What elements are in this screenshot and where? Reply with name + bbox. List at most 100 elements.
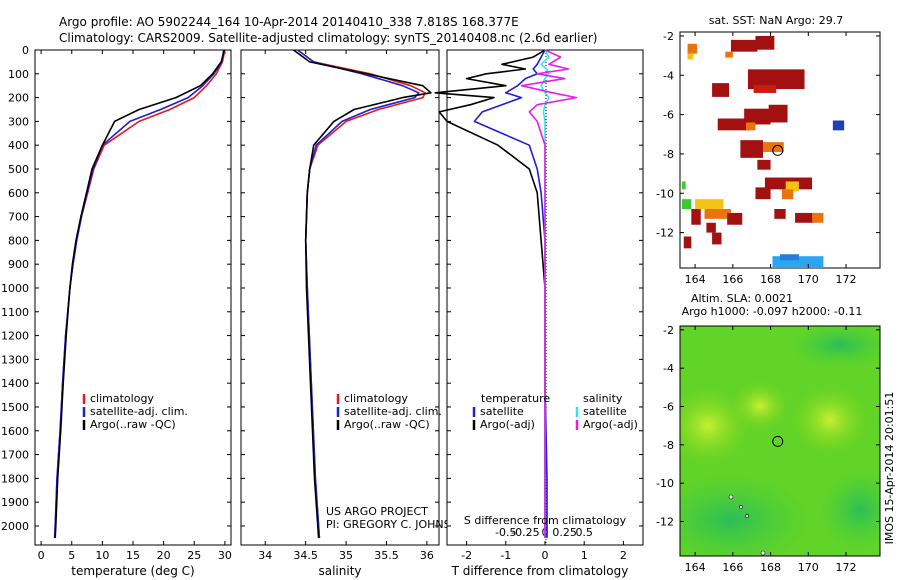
depth-tick-label: 1000 bbox=[1, 282, 29, 295]
legend-label: climatology bbox=[90, 392, 154, 405]
island-marker bbox=[739, 505, 743, 509]
sst-pixel-block bbox=[683, 236, 692, 249]
x-tick-label: -1 bbox=[500, 549, 511, 562]
sst-pixel-block bbox=[781, 189, 794, 200]
lon-tick-label: 170 bbox=[798, 273, 819, 286]
sst-pixel-block bbox=[717, 118, 750, 131]
x-tick-label: 2 bbox=[620, 549, 627, 562]
temperature-series bbox=[53, 49, 226, 538]
s-tick-label: 0.25 bbox=[552, 526, 577, 539]
x-tick-label: 15 bbox=[126, 549, 140, 562]
sst-pixel-block bbox=[704, 209, 731, 219]
sst-pixel-block bbox=[740, 140, 764, 158]
sst-pixel-block bbox=[706, 222, 716, 233]
s-tick-label: -0.5 bbox=[495, 526, 516, 539]
temperature-x-axis: 0 5 10 15 20 25 30 bbox=[38, 50, 232, 562]
temperature-plot-frame bbox=[34, 49, 232, 546]
depth-tick-label: 400 bbox=[8, 139, 29, 152]
depth-tick-label: 1500 bbox=[1, 401, 29, 414]
sst-pixel-block bbox=[712, 83, 730, 97]
sla-map-panel: Altim. SLA: 0.0021 Argo h1000: -0.097 h2… bbox=[656, 292, 881, 574]
lon-tick-label: 172 bbox=[836, 561, 857, 574]
depth-tick-label: 1300 bbox=[1, 353, 29, 366]
difference-legend: temperature salinitysatelliteArgo(-adj)sa… bbox=[472, 392, 638, 431]
sla-islands bbox=[728, 494, 766, 556]
lon-tick-label: 172 bbox=[836, 273, 857, 286]
sst-pixel-block bbox=[695, 199, 724, 209]
sst-pixel-block bbox=[712, 232, 722, 245]
island-marker bbox=[728, 494, 734, 500]
salinity-plot-frame bbox=[240, 49, 440, 546]
lat-tick-label: -4 bbox=[663, 362, 674, 375]
sst-pixel-block bbox=[774, 209, 786, 219]
diff-line-salinity-argo-adj- bbox=[520, 49, 578, 538]
sst-pixel-block bbox=[753, 85, 777, 93]
lon-tick-label: 164 bbox=[685, 561, 706, 574]
depth-tick-label: 1900 bbox=[1, 496, 29, 509]
sst-pixel-block bbox=[812, 212, 824, 223]
x-tick-label: 0 bbox=[542, 549, 549, 562]
t-difference-x-axis: -2 -1 0 1 2 bbox=[461, 541, 627, 562]
sla-low-anomaly-north bbox=[790, 326, 880, 367]
sst-pixel-block bbox=[755, 35, 775, 50]
depth-tick-label: 1100 bbox=[1, 306, 29, 319]
sst-pixel-block bbox=[747, 69, 805, 90]
sla-latitude-axis: -2 -4 -6 -8 -10 -12 bbox=[656, 324, 880, 529]
legend-label: satellite bbox=[480, 405, 524, 418]
depth-tick-label: 1800 bbox=[1, 472, 29, 485]
depth-tick-label: 1400 bbox=[1, 377, 29, 390]
header-line-1: Argo profile: AO 5902244_164 10-Apr-2014… bbox=[59, 15, 519, 29]
lat-tick-label: -12 bbox=[656, 227, 674, 240]
series-line-satellite-adj-clim- bbox=[297, 49, 420, 538]
lat-tick-label: -12 bbox=[656, 516, 674, 529]
x-tick-label: 36 bbox=[420, 549, 434, 562]
argo-height-label: Argo h1000: -0.097 h2000: -0.11 bbox=[682, 305, 863, 318]
lon-tick-label: 168 bbox=[760, 561, 781, 574]
sst-argo-location-marker bbox=[772, 144, 784, 156]
sla-longitude-axis: 164 166 168 170 172 bbox=[685, 326, 857, 574]
x-tick-label: 5 bbox=[68, 549, 75, 562]
x-tick-label: 30 bbox=[218, 549, 232, 562]
lon-tick-label: 166 bbox=[722, 273, 743, 286]
lat-tick-label: -10 bbox=[656, 187, 674, 200]
depth-tick-label: 800 bbox=[8, 234, 29, 247]
s-difference-label: S difference from climatology bbox=[464, 514, 627, 527]
x-tick-label: 35.5 bbox=[374, 549, 399, 562]
sla-high-anomaly-central bbox=[730, 380, 790, 432]
series-line-argo-raw-qc- bbox=[54, 49, 226, 538]
lat-tick-label: -4 bbox=[663, 69, 674, 82]
sst-map-panel: sat. SST: NaN Argo: 29.7 -2-4-6-8-10-12 … bbox=[656, 14, 881, 286]
depth-tick-label: 300 bbox=[8, 115, 29, 128]
header-line-2: Climatology: CARS2009. Satellite-adjuste… bbox=[59, 31, 597, 45]
depth-tick-label: 1700 bbox=[1, 449, 29, 462]
temperature-x-label: temperature (deg C) bbox=[71, 564, 194, 578]
sst-pixel-block bbox=[832, 120, 845, 131]
salinity-x-axis: 34 34.5 35 35.5 36 bbox=[258, 50, 434, 562]
sla-map-frame bbox=[679, 325, 881, 557]
lat-tick-label: -6 bbox=[663, 401, 674, 414]
x-tick-label: 10 bbox=[95, 549, 109, 562]
legend-label: climatology bbox=[344, 392, 408, 405]
sst-pixel-block bbox=[687, 43, 697, 54]
sst-latitude-axis: -2 -4 -6 -8 -10 -12 bbox=[656, 30, 880, 240]
lon-tick-label: 170 bbox=[798, 561, 819, 574]
depth-tick-label: 900 bbox=[8, 258, 29, 271]
depth-tick-label: 1600 bbox=[1, 425, 29, 438]
lon-tick-label: 168 bbox=[760, 273, 781, 286]
sst-pixel-block bbox=[687, 53, 694, 60]
s-difference-x-axis: -0.5-0.25 0 0.250.5 bbox=[495, 526, 593, 539]
sst-pixel-block bbox=[730, 39, 758, 52]
x-tick-label: 1 bbox=[581, 549, 588, 562]
sst-pixel-block bbox=[744, 108, 771, 125]
sla-map-title: Altim. SLA: 0.0021 bbox=[691, 292, 793, 305]
sst-pixel-block bbox=[681, 199, 692, 209]
depth-tick-label: 0 bbox=[22, 44, 29, 57]
legend-label: Argo(..raw -QC) bbox=[344, 418, 430, 431]
x-tick-label: 25 bbox=[187, 549, 201, 562]
depth-tick-label: 200 bbox=[8, 92, 29, 105]
salinity-depth-ticks bbox=[241, 49, 439, 527]
depth-tick-label: 600 bbox=[8, 187, 29, 200]
sst-map-title: sat. SST: NaN Argo: 29.7 bbox=[709, 14, 843, 27]
